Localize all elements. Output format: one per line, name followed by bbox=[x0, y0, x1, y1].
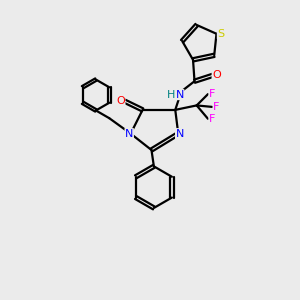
Text: O: O bbox=[116, 96, 125, 106]
Text: N: N bbox=[176, 90, 184, 100]
Text: F: F bbox=[209, 114, 215, 124]
Text: H: H bbox=[167, 90, 175, 100]
Text: O: O bbox=[212, 70, 221, 80]
Text: N: N bbox=[176, 129, 184, 139]
Text: N: N bbox=[125, 129, 134, 139]
Text: S: S bbox=[218, 29, 224, 39]
Text: F: F bbox=[213, 102, 220, 112]
Text: F: F bbox=[209, 89, 215, 99]
